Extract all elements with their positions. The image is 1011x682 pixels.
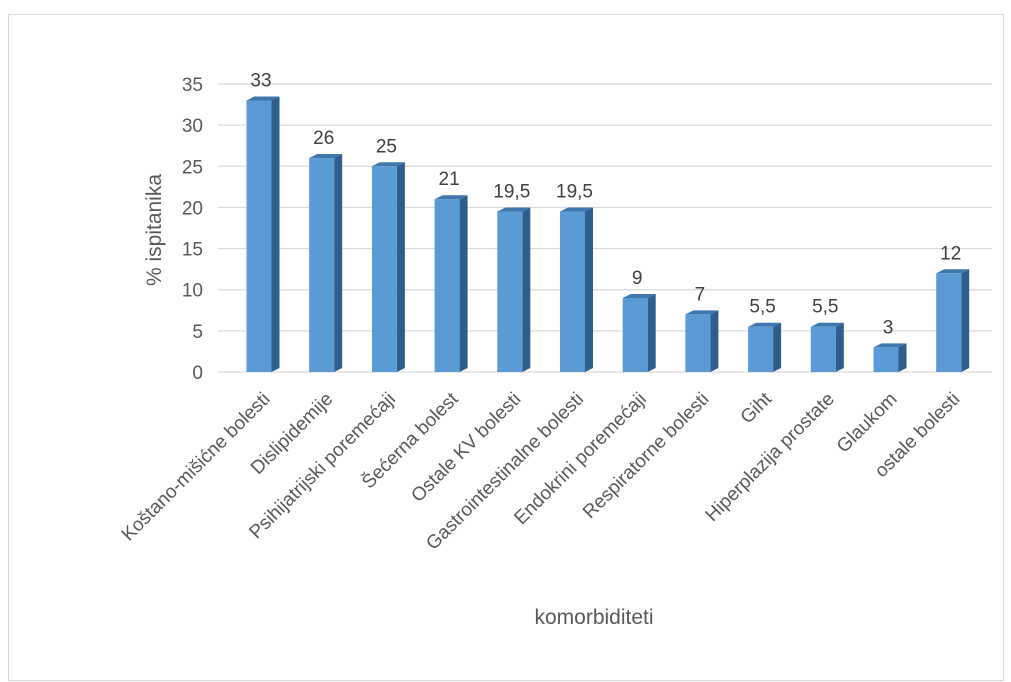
bar-top bbox=[246, 96, 280, 101]
bar-side bbox=[334, 154, 343, 372]
bar-side bbox=[961, 269, 970, 372]
data-label: 19,5 bbox=[493, 182, 530, 203]
bar-front bbox=[622, 297, 648, 372]
x-axis-title: komorbiditeti bbox=[534, 606, 653, 629]
bar-side bbox=[522, 207, 531, 372]
bar-top bbox=[371, 162, 405, 167]
bar-front bbox=[497, 211, 523, 372]
bar-front bbox=[936, 273, 962, 372]
x-axis-ticks: Koštano-mišićne bolestiDislipidemijePsih… bbox=[118, 387, 964, 554]
bar-top bbox=[309, 154, 343, 159]
bar-front bbox=[560, 211, 585, 372]
y-tick-label: 25 bbox=[182, 157, 203, 178]
y-tick-label: 35 bbox=[182, 75, 203, 96]
bar bbox=[246, 96, 280, 372]
bar bbox=[622, 293, 656, 372]
data-label: 25 bbox=[376, 136, 397, 157]
bar-top bbox=[685, 310, 719, 315]
bar-side bbox=[459, 195, 468, 372]
y-tick-label: 15 bbox=[182, 240, 203, 261]
bar-top bbox=[748, 322, 782, 327]
bar-top bbox=[434, 195, 468, 200]
y-tick-label: 0 bbox=[192, 363, 203, 384]
bar-front bbox=[371, 166, 397, 372]
bar bbox=[560, 207, 593, 372]
bar bbox=[309, 154, 343, 372]
bar-side bbox=[585, 207, 593, 372]
bar-front bbox=[309, 158, 335, 372]
bar-front bbox=[246, 100, 272, 372]
bar bbox=[685, 310, 719, 372]
data-label: 3 bbox=[883, 317, 894, 338]
bar-top bbox=[622, 293, 656, 298]
y-tick-label: 20 bbox=[182, 198, 203, 219]
data-label: 12 bbox=[940, 243, 961, 264]
x-tick-label: Ostale KV bolesti bbox=[407, 389, 525, 507]
bar-side bbox=[647, 293, 656, 372]
bar bbox=[873, 343, 907, 372]
bar-top bbox=[810, 322, 844, 327]
x-tick-label: Respiratorne bolesti bbox=[579, 389, 713, 523]
bar-top bbox=[560, 207, 593, 212]
y-tick-label: 5 bbox=[192, 322, 203, 343]
gridlines bbox=[218, 83, 992, 373]
y-tick-label: 30 bbox=[182, 116, 203, 137]
bar bbox=[371, 162, 405, 372]
bar-front bbox=[685, 314, 711, 372]
data-label: 21 bbox=[439, 169, 460, 190]
bar-side bbox=[773, 322, 782, 372]
bar-top bbox=[497, 207, 531, 212]
bar bbox=[936, 269, 970, 372]
data-label: 26 bbox=[313, 128, 334, 149]
y-axis-title: % ispitanika bbox=[143, 174, 166, 286]
y-axis-ticks: 0 5 10 15 20 25 30 35 bbox=[182, 75, 203, 384]
bar-top bbox=[936, 269, 970, 274]
bar bbox=[810, 322, 844, 372]
bar bbox=[497, 207, 531, 372]
data-label: 9 bbox=[632, 268, 643, 289]
data-labels: 33 26 25 21 19,5 19,5 9 7 5,5 5,5 3 12 bbox=[250, 70, 961, 338]
data-label: 7 bbox=[695, 284, 706, 305]
bar-front bbox=[873, 347, 899, 372]
x-tick-label: Giht bbox=[737, 388, 777, 428]
bar-side bbox=[271, 96, 280, 372]
bar-side bbox=[396, 162, 405, 372]
data-label: 5,5 bbox=[812, 297, 838, 318]
bar-front bbox=[748, 326, 774, 372]
bar bbox=[748, 322, 782, 372]
bar-side bbox=[835, 322, 844, 372]
bar-front bbox=[434, 199, 460, 372]
bar-side bbox=[898, 343, 907, 372]
bars bbox=[246, 96, 970, 372]
data-label: 33 bbox=[250, 70, 271, 91]
bar-top bbox=[873, 343, 907, 348]
data-label: 19,5 bbox=[556, 182, 593, 203]
bar-front bbox=[810, 326, 836, 372]
data-label: 5,5 bbox=[749, 297, 775, 318]
y-tick-label: 10 bbox=[182, 281, 203, 302]
bar-side bbox=[710, 310, 719, 372]
bar bbox=[434, 195, 468, 372]
